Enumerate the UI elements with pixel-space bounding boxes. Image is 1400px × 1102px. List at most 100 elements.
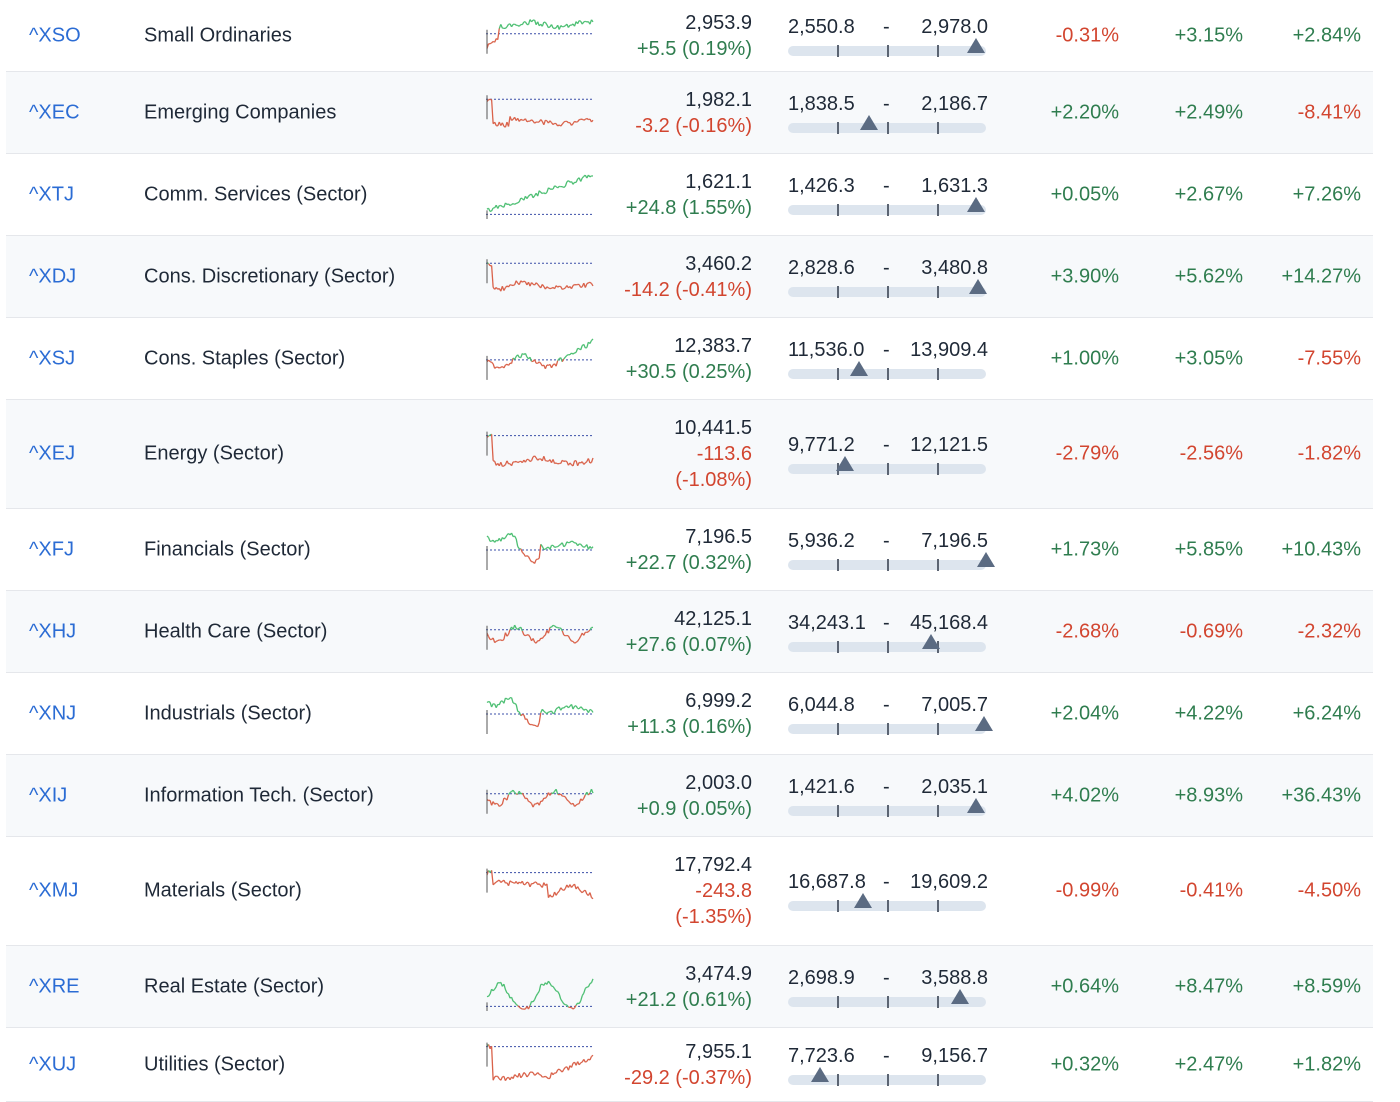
index-name: Cons. Staples (Sector)	[144, 347, 346, 369]
table-row[interactable]: ^XDJ Cons. Discretionary (Sector) 3,460.2 -…	[6, 236, 1373, 318]
perf-1-percent: +0.32%	[1050, 1053, 1119, 1075]
index-code-link[interactable]: ^XTJ	[29, 183, 74, 205]
sparkline-segment	[577, 462, 580, 467]
sparkline-segment	[553, 708, 557, 713]
sparkline-segment	[541, 545, 545, 550]
sparkline-segment	[525, 633, 528, 636]
sparkline-segment	[506, 794, 510, 800]
sparkline-segment	[567, 705, 571, 708]
index-code-link[interactable]: ^XIJ	[29, 784, 68, 806]
sparkline-segment	[489, 209, 492, 212]
range-position-marker	[854, 893, 873, 908]
table-row[interactable]: ^XHJ Health Care (Sector) 42,125.1 +27.6 (0…	[6, 591, 1373, 673]
sparkline-segment	[523, 553, 526, 557]
sparkline-segment	[580, 285, 583, 288]
range-high: 9,156.7	[921, 1044, 988, 1067]
table-row[interactable]: ^XSJ Cons. Staples (Sector) 12,383.7 +30.5 …	[6, 318, 1373, 400]
sparkline-segment	[506, 991, 509, 994]
range-bar	[788, 893, 986, 912]
last-price: 10,441.5	[674, 417, 752, 439]
index-code-link[interactable]: ^XDJ	[29, 265, 77, 287]
range-tick	[837, 804, 839, 817]
sparkline-segment	[537, 190, 540, 196]
sparkline-segment	[549, 709, 552, 712]
sparkline-segment	[497, 27, 500, 40]
sparkline-segment	[549, 982, 553, 986]
sparkline-segment	[577, 638, 580, 642]
sparkline-segment	[538, 883, 542, 887]
range-low: 2,828.6	[788, 256, 855, 279]
sparkline-segment	[509, 880, 512, 883]
index-code-link[interactable]: ^XHJ	[29, 620, 77, 642]
sparkline-segment	[589, 461, 592, 464]
sparkline-segment	[489, 988, 493, 994]
sparkline-segment	[531, 118, 534, 122]
range-cell: 16,687.8-19,609.2	[788, 867, 988, 915]
price-cell: 3,474.9 +21.2 (0.61%)	[626, 961, 752, 1013]
sparkline-segment	[509, 203, 512, 206]
index-code-link[interactable]: ^XUJ	[29, 1053, 77, 1075]
sparkline-segment	[566, 540, 569, 543]
sparkline-segment	[538, 189, 542, 193]
sparkline-segment	[495, 981, 499, 987]
range-low: 1,421.6	[788, 775, 855, 798]
sparkline-segment	[523, 795, 526, 799]
table-row[interactable]: ^XRE Real Estate (Sector) 3,474.9 +21.2 (0.…	[6, 946, 1373, 1028]
sparkline-segment	[527, 1071, 531, 1076]
range-high: 2,978.0	[921, 15, 988, 38]
index-code-link[interactable]: ^XEJ	[29, 442, 76, 465]
sparkline-segment	[572, 705, 576, 709]
sparkline-segment	[534, 120, 537, 124]
sparkline-segment	[573, 883, 577, 890]
sparkline-segment	[562, 287, 565, 290]
sparkline-segment	[504, 988, 508, 993]
sparkline-segment	[557, 990, 560, 994]
sparkline-segment	[498, 700, 502, 705]
sparkline-segment	[538, 637, 542, 641]
index-code-link[interactable]: ^XRE	[29, 975, 80, 997]
index-code-link[interactable]: ^XEC	[29, 101, 80, 123]
index-code-link[interactable]: ^XSJ	[29, 347, 76, 369]
sparkline-segment	[560, 793, 563, 797]
price-change: -113.6	[696, 443, 752, 465]
range-position-marker	[836, 456, 855, 471]
sparkline-segment	[580, 705, 583, 709]
table-row[interactable]: ^XIJ Information Tech. (Sector) 2,003.0 +0.…	[6, 755, 1373, 837]
index-code-link[interactable]: ^XFJ	[29, 538, 74, 560]
index-name: Health Care (Sector)	[144, 620, 328, 642]
sparkline-segment	[583, 118, 586, 121]
index-code-link[interactable]: ^XSO	[29, 24, 81, 46]
sparkline-segment	[550, 364, 554, 368]
price-change: +24.8 (1.55%)	[625, 196, 752, 219]
sparkline-segment	[497, 204, 500, 209]
sparkline-segment	[534, 995, 537, 1000]
sparkline-segment	[501, 122, 505, 127]
sparkline-segment	[497, 287, 500, 290]
sparkline-segment	[537, 283, 540, 287]
index-code-link[interactable]: ^XMJ	[29, 879, 79, 902]
sparkline-segment	[495, 286, 499, 290]
perf-1-percent: -0.99%	[1055, 879, 1119, 902]
table-row[interactable]: ^XUJ Utilities (Sector) 7,955.1 -29.2 (-0.3…	[6, 1028, 1373, 1102]
sparkline-segment	[534, 358, 537, 363]
sparkline-segment	[538, 800, 542, 805]
sparkline-segment	[555, 462, 559, 465]
table-row[interactable]: ^XSO Small Ordinaries 2,953.9 +5.5 (0.19%) 2…	[6, 0, 1373, 72]
table-row[interactable]: ^XEC Emerging Companies 1,982.1 -3.2 (-0.16…	[6, 72, 1373, 154]
index-code-link[interactable]: ^XNJ	[29, 702, 77, 724]
table-row[interactable]: ^XFJ Financials (Sector) 7,196.5 +22.7 (0.3…	[6, 509, 1373, 591]
perf-3-percent: +8.59%	[1292, 975, 1361, 997]
table-row[interactable]: ^XMJ Materials (Sector) 17,792.4 -243.8 (-1.…	[6, 837, 1373, 946]
sparkline-segment	[583, 987, 586, 993]
range-bar	[788, 37, 986, 57]
table-row[interactable]: ^XNJ Industrials (Sector) 6,999.2 +11.3 (0.…	[6, 673, 1373, 755]
table-row[interactable]: ^XEJ Energy (Sector) 10,441.5 -113.6 (-1.08%…	[6, 400, 1373, 509]
table-row[interactable]: ^XTJ Comm. Services (Sector) 1,621.1 +24.8 …	[6, 154, 1373, 236]
sparkline-segment	[578, 283, 582, 288]
range-position-marker	[860, 114, 879, 130]
range-cell: 1,426.3 - 1,631.3	[788, 171, 988, 219]
range-cell: 7,723.6 - 9,156.7	[788, 1041, 988, 1089]
sparkline-segment	[506, 633, 510, 637]
sparkline-segment	[500, 23, 503, 28]
sparkline-segment	[515, 538, 519, 547]
